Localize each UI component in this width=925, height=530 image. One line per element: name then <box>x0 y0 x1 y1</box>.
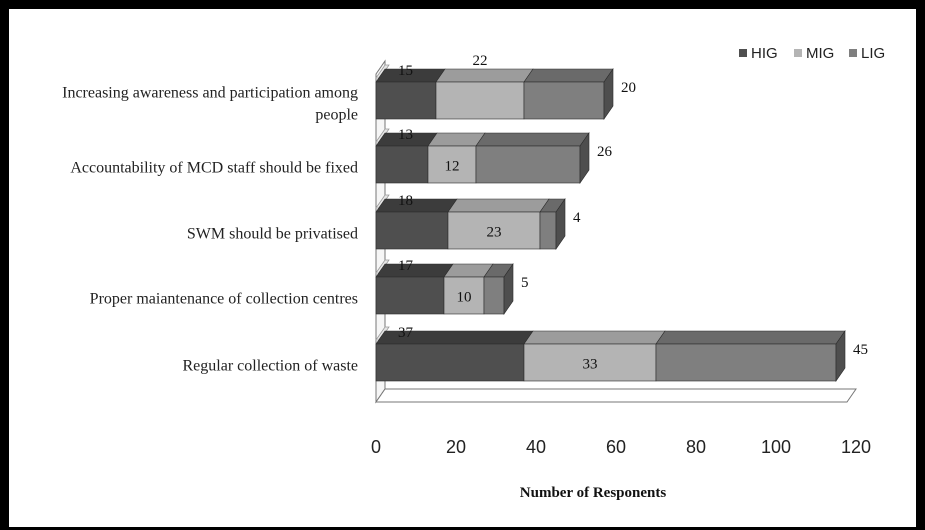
legend-swatch <box>849 49 857 57</box>
data-label-mig: 22 <box>473 53 488 69</box>
data-label-hig: 37 <box>398 325 414 341</box>
data-label-hig: 18 <box>398 193 413 209</box>
category-label: Increasing awareness and participation a… <box>62 85 358 102</box>
bar-segment <box>475 145 581 184</box>
bar-top-face <box>375 263 454 278</box>
bar-segment <box>375 343 525 382</box>
data-label-lig: 20 <box>621 80 636 96</box>
data-label-mig: 12 <box>445 159 460 175</box>
bar-depth-stub-edge <box>376 77 380 79</box>
bar-segment <box>655 343 837 382</box>
legend-label: MIG <box>806 45 834 62</box>
x-tick-label: 100 <box>761 437 791 457</box>
bar-top-face <box>475 132 590 147</box>
bar-top-face <box>655 330 846 345</box>
data-label-lig: 45 <box>853 342 868 358</box>
category-label: Accountability of MCD staff should be fi… <box>70 160 358 177</box>
bar-top-face <box>427 132 486 147</box>
bar-segment <box>483 276 505 315</box>
bar-depth-stub-edge <box>376 141 380 143</box>
bar-top-face <box>523 68 614 83</box>
bar-segment <box>523 81 605 120</box>
bar-segment <box>447 211 541 250</box>
bar-top-face <box>447 198 550 213</box>
x-axis-title: Number of Responents <box>520 485 667 501</box>
data-label-hig: 13 <box>398 127 413 143</box>
bar-side-face <box>555 198 566 250</box>
bar-side-face <box>835 330 846 382</box>
bar-depth-stub-edge <box>376 339 380 341</box>
x-tick-label: 20 <box>446 437 466 457</box>
data-label-hig: 17 <box>398 258 414 274</box>
category-label: Proper maiantenance of collection centre… <box>90 291 358 308</box>
bar-segment <box>375 145 429 184</box>
bar-top-face <box>375 198 458 213</box>
bar-side-face <box>603 68 614 120</box>
legend-swatch <box>794 49 802 57</box>
bar-side-face <box>503 263 514 315</box>
data-label-hig: 15 <box>398 63 413 79</box>
legend-label: HIG <box>751 45 778 62</box>
bar-segment <box>539 211 557 250</box>
x-tick-label: 60 <box>606 437 626 457</box>
data-label-mig: 33 <box>583 357 598 373</box>
bar-top-face <box>435 68 534 83</box>
data-label-mig: 10 <box>457 290 472 306</box>
bar-segment <box>523 343 657 382</box>
x-tick-label: 0 <box>371 437 381 457</box>
legend-swatch <box>739 49 747 57</box>
bar-segment <box>375 81 437 120</box>
legend-label: LIG <box>861 45 885 62</box>
category-label: Regular collection of waste <box>183 358 359 375</box>
data-label-mig: 23 <box>487 225 502 241</box>
x-tick-label: 120 <box>841 437 871 457</box>
floor <box>375 388 857 403</box>
data-label-lig: 4 <box>573 210 581 226</box>
bar-segment <box>375 211 449 250</box>
bar-depth-stub-edge <box>376 272 380 274</box>
data-label-lig: 5 <box>521 275 529 291</box>
category-label: SWM should be privatised <box>187 226 358 243</box>
bar-segment <box>443 276 485 315</box>
category-label: people <box>315 107 358 124</box>
bar-depth-stub-edge <box>376 207 380 209</box>
data-label-lig: 26 <box>597 144 613 160</box>
bar-segment <box>435 81 525 120</box>
x-tick-label: 40 <box>526 437 546 457</box>
bar-segment <box>375 276 445 315</box>
bar-top-face <box>523 330 666 345</box>
bar-side-face <box>579 132 590 184</box>
x-tick-label: 80 <box>686 437 706 457</box>
